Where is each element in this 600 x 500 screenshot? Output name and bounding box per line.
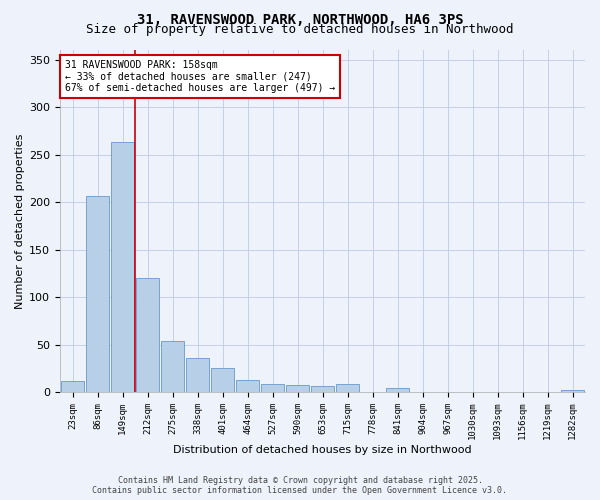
- Bar: [211, 368, 234, 392]
- Bar: [236, 380, 259, 392]
- Text: Contains HM Land Registry data © Crown copyright and database right 2025.
Contai: Contains HM Land Registry data © Crown c…: [92, 476, 508, 495]
- Bar: [336, 384, 359, 392]
- Y-axis label: Number of detached properties: Number of detached properties: [15, 134, 25, 308]
- Bar: [136, 278, 159, 392]
- Bar: [561, 390, 584, 392]
- Bar: [286, 386, 309, 392]
- Bar: [261, 384, 284, 392]
- Bar: [61, 380, 84, 392]
- Bar: [186, 358, 209, 392]
- X-axis label: Distribution of detached houses by size in Northwood: Distribution of detached houses by size …: [173, 445, 472, 455]
- Bar: [111, 142, 134, 392]
- Bar: [86, 196, 109, 392]
- Text: 31 RAVENSWOOD PARK: 158sqm
← 33% of detached houses are smaller (247)
67% of sem: 31 RAVENSWOOD PARK: 158sqm ← 33% of deta…: [65, 60, 335, 94]
- Bar: [386, 388, 409, 392]
- Bar: [161, 341, 184, 392]
- Text: 31, RAVENSWOOD PARK, NORTHWOOD, HA6 3PS: 31, RAVENSWOOD PARK, NORTHWOOD, HA6 3PS: [137, 12, 463, 26]
- Bar: [311, 386, 334, 392]
- Text: Size of property relative to detached houses in Northwood: Size of property relative to detached ho…: [86, 22, 514, 36]
